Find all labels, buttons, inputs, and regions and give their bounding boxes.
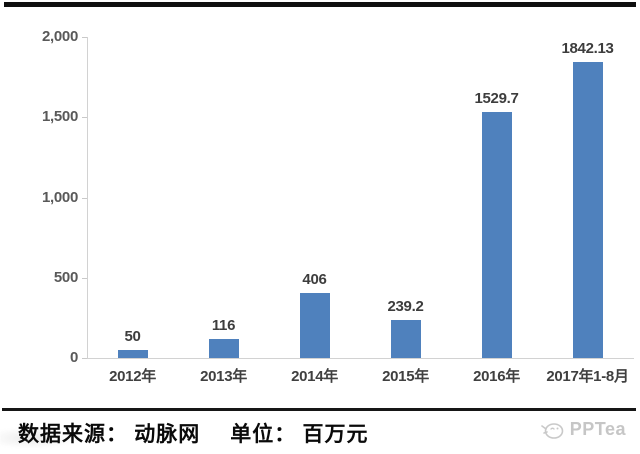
bar-value-label: 239.2 [387,297,424,315]
y-axis-tick-mark [82,358,87,359]
bar-2012年 [117,349,148,358]
data-source-label: 数据来源： 动脉网 [18,422,201,446]
bottom-divider [2,408,636,411]
bar-2017年1-8月 [572,62,603,358]
bar-2016年 [481,112,512,358]
x-axis-label: 2017年1-8月 [546,368,629,385]
y-axis-tick-mark [82,117,87,119]
y-axis-tick-label: 0 [69,349,78,366]
x-axis-label: 2015年 [382,368,429,385]
bar-value-label: 116 [211,317,236,335]
pptea-logo-icon [539,420,565,440]
bar-2015年 [390,319,421,358]
y-axis-tick-mark [82,277,87,279]
bar-value-label: 1842.13 [561,40,614,58]
bar-value-label: 50 [124,327,141,345]
brand-watermark: PPTea [539,419,626,440]
bar-value-label: 1529.7 [474,90,519,108]
x-axis-label: 2016年 [473,368,520,385]
y-axis-tick-label: 1,500 [41,108,78,126]
y-axis-tick-label: 1,000 [41,188,78,206]
y-axis-tick-mark [82,197,87,199]
bar-2014年 [299,292,330,358]
bar-chart-plot-area [87,37,634,359]
bar-value-label: 406 [302,270,327,288]
brand-name: PPTea [569,419,626,439]
y-axis-tick-mark [82,37,87,38]
x-axis-label: 2012年 [109,368,156,385]
x-axis-label: 2013年 [200,368,247,385]
x-axis-label: 2014年 [291,368,338,385]
bar-2013年 [208,339,239,358]
source-unit-caption: 数据来源： 动脉网 单位： 百万元 [18,418,369,448]
unit-label: 单位： 百万元 [230,422,369,446]
top-divider [4,2,636,7]
y-axis-tick-label: 500 [53,268,78,286]
y-axis-tick-label: 2,000 [41,28,78,45]
